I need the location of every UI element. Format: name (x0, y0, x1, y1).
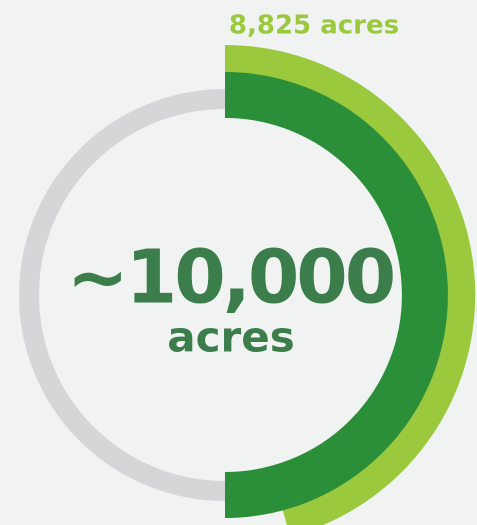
center-unit: acres (167, 313, 294, 362)
center-value: ~10,000 (67, 235, 394, 321)
callout-label: 8,825 acres (229, 11, 399, 41)
inner-arc (224, 72, 448, 518)
outer-arc (224, 45, 476, 525)
